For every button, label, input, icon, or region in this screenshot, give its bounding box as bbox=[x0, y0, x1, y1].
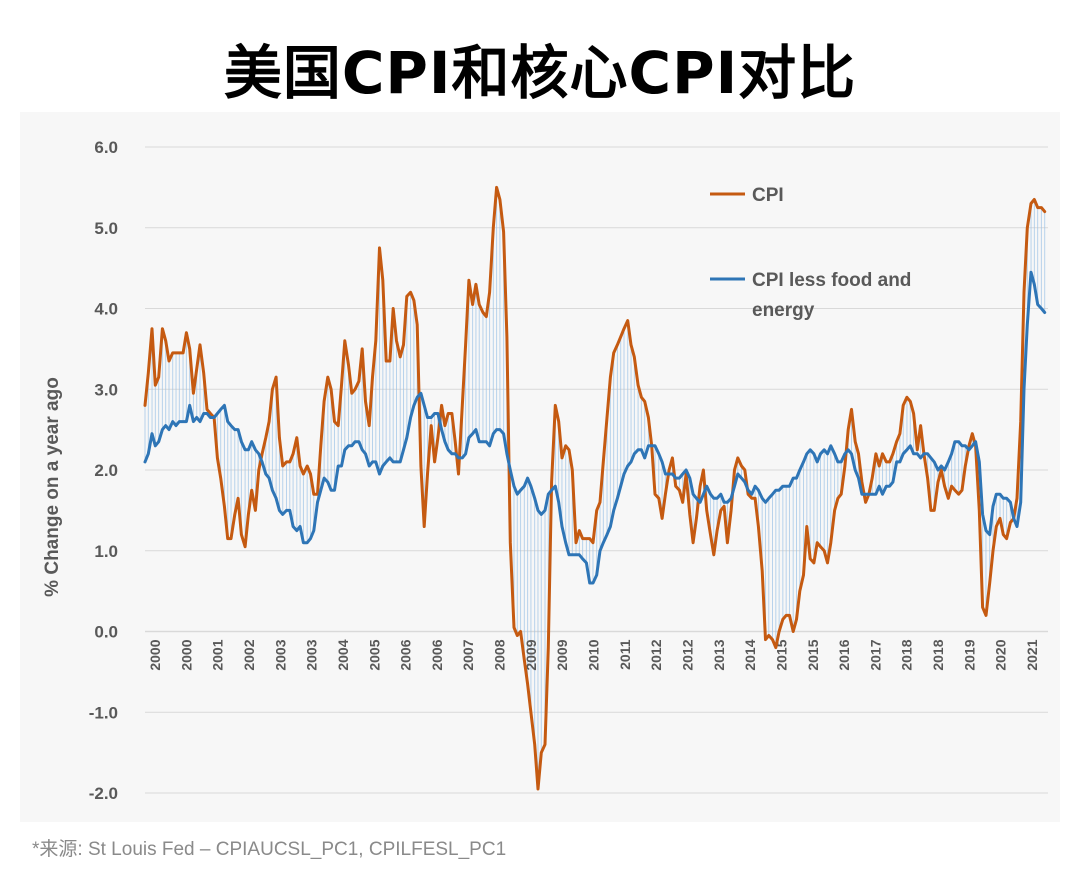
page-title: 美国CPI和核心CPI对比 bbox=[223, 39, 857, 107]
x-tick-label: 2012 bbox=[648, 639, 664, 670]
x-tick-label: 2008 bbox=[492, 639, 508, 670]
x-tick-label: 2002 bbox=[241, 639, 257, 670]
y-tick-label: 2.0 bbox=[94, 461, 118, 480]
x-tick-label: 2012 bbox=[679, 639, 695, 670]
y-axis-label: % Change on a year ago bbox=[42, 377, 63, 597]
series-lines bbox=[143, 185, 1047, 791]
x-tick-label: 2014 bbox=[742, 639, 758, 670]
y-tick-label: -2.0 bbox=[89, 784, 118, 803]
legend: CPI CPI less food and energy bbox=[710, 185, 911, 321]
x-tick-label: 2019 bbox=[961, 639, 977, 670]
legend-label-core-cont: energy bbox=[752, 300, 815, 321]
x-tick-label: 2017 bbox=[867, 639, 883, 670]
x-tick-label: 2005 bbox=[366, 639, 382, 670]
x-tick-label: 2000 bbox=[178, 639, 194, 670]
x-tick-label: 2018 bbox=[930, 639, 946, 670]
x-tick-label: 2000 bbox=[147, 639, 163, 670]
x-tick-label: 2015 bbox=[773, 639, 789, 670]
x-tick-label: 2021 bbox=[1024, 639, 1040, 670]
x-tick-label: 2010 bbox=[586, 639, 602, 670]
x-tick-label: 2006 bbox=[398, 639, 414, 670]
x-tick-label: 2003 bbox=[272, 639, 288, 670]
y-tick-label: 4.0 bbox=[94, 300, 118, 319]
x-tick-label: 2009 bbox=[554, 639, 570, 670]
y-axis-ticks: 6.0 5.0 4.0 3.0 2.0 1.0 0.0 -1.0 -2.0 bbox=[89, 138, 118, 803]
x-tick-label: 2009 bbox=[523, 639, 539, 670]
x-tick-label: 2003 bbox=[304, 639, 320, 670]
source-note: *来源: St Louis Fed – CPIAUCSL_PC1, CPILFE… bbox=[32, 839, 507, 860]
y-tick-label: 6.0 bbox=[94, 138, 118, 157]
x-tick-label: 2013 bbox=[711, 639, 727, 670]
legend-label-core: CPI less food and bbox=[752, 270, 911, 291]
y-tick-label: 1.0 bbox=[94, 542, 118, 561]
x-tick-label: 2020 bbox=[993, 639, 1009, 670]
x-tick-label: 2018 bbox=[899, 639, 915, 670]
line-chart: 6.05.04.03.02.01.00.0-1.0-2.0 2000 2000 20… bbox=[20, 112, 1060, 822]
y-tick-label: 3.0 bbox=[94, 380, 118, 399]
x-tick-label: 2001 bbox=[210, 639, 226, 670]
chart-plot-background bbox=[20, 112, 1060, 822]
core-cpi-series-line bbox=[143, 270, 1047, 585]
cpi-series-line bbox=[143, 185, 1047, 791]
x-tick-label: 2015 bbox=[805, 639, 821, 670]
x-tick-label: 2016 bbox=[836, 639, 852, 670]
y-tick-label: 0.0 bbox=[94, 623, 118, 642]
x-tick-label: 2007 bbox=[460, 639, 476, 670]
x-tick-label: 2011 bbox=[617, 639, 633, 670]
y-tick-label: -1.0 bbox=[89, 703, 118, 722]
y-tick-label: 5.0 bbox=[94, 219, 118, 238]
x-tick-label: 2006 bbox=[429, 639, 445, 670]
x-tick-label: 2004 bbox=[335, 639, 351, 670]
x-axis-ticks: 2000 2000 2001 2002 2003 2003 2004 2005 2006 2006… bbox=[147, 639, 1040, 670]
legend-label-cpi: CPI bbox=[752, 185, 784, 206]
